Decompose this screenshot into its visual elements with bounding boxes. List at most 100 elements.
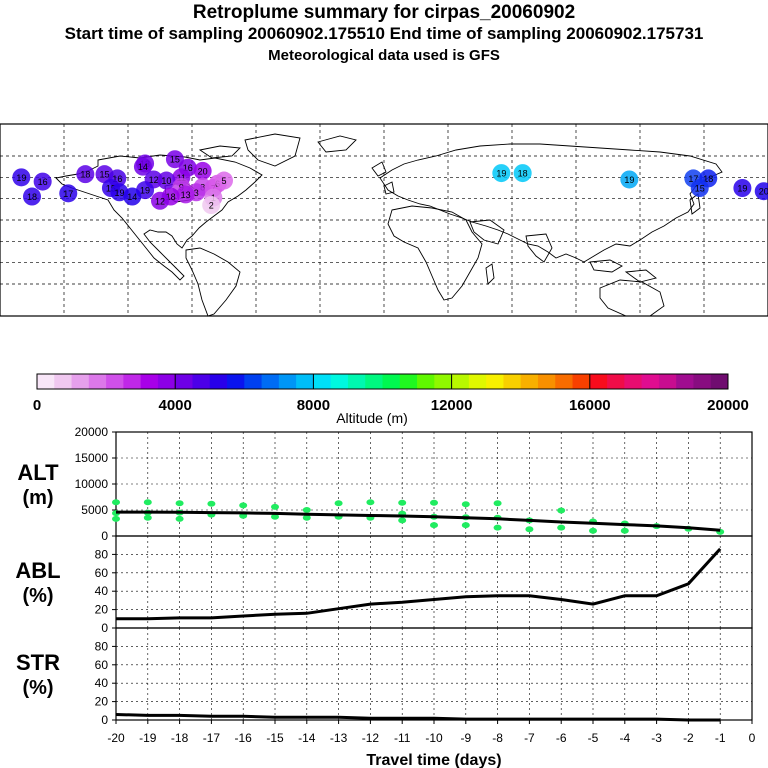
plume-marker-label: 16 [183,163,193,173]
plume-marker-label: 19 [114,188,124,198]
alt-scatter-point [366,499,375,506]
alt-scatter-point [461,501,470,508]
x-tick-label: -16 [235,731,253,745]
abl-ytick-label: 40 [95,584,109,598]
plume-marker-label: 19 [16,173,26,183]
abl-ytick-label: 60 [95,566,109,580]
colorbar-swatch [537,374,556,389]
alt-scatter-point [271,513,279,520]
alt-scatter-point [557,507,566,514]
colorbar-swatch [434,374,453,389]
plume-marker [513,164,532,183]
colorbar-swatch [227,374,245,389]
colorbar-swatch [520,374,539,389]
str-ylabel: STR [16,650,60,675]
plume-marker-label: 18 [80,170,90,180]
colorbar-swatch [555,374,574,389]
world-map: 1516151916191817181314151620111210987653… [0,123,768,317]
colorbar-swatch [88,374,107,389]
colorbar-swatch [313,374,332,389]
alt-scatter-point [112,499,120,506]
str-ytick-label: 80 [95,639,109,653]
colorbar-swatch [572,374,591,389]
alt-scatter-point [557,524,566,531]
str-ytick-label: 0 [101,713,108,727]
plume-marker-label: 12 [149,175,159,185]
colorbar-swatch [607,374,625,389]
colorbar-swatch [71,374,90,389]
plume-marker-label: 2 [209,201,214,211]
plume-marker-label: 10 [161,176,171,186]
plume-marker-label: 14 [138,162,148,172]
alt-scatter-point [430,499,438,506]
colorbar-swatch [365,374,383,389]
alt-scatter-point [207,500,216,507]
plume-marker-label: 18 [166,192,176,202]
x-tick-label: -20 [107,731,125,745]
colorbar-swatch [347,374,366,389]
plume-marker-label: 5 [221,176,226,186]
plume-marker-label: 14 [127,192,137,202]
alt-scatter-point [302,514,311,521]
plume-marker [620,170,639,189]
x-axis-label: Travel time (days) [366,752,501,768]
x-tick-label: -10 [425,731,443,745]
colorbar-swatch [54,374,73,389]
str-ylabel: (%) [22,677,53,699]
alt-ytick-label: 15000 [75,451,109,465]
colorbar-swatch [261,374,280,389]
plume-marker [165,150,184,169]
plume-marker [76,165,95,184]
alt-scatter-point [239,502,248,509]
x-tick-label: -18 [171,731,189,745]
met-data-line: Meteorological data used is GFS [268,47,500,64]
x-tick-label: -19 [139,731,157,745]
colorbar-tick-label: 12000 [431,397,473,414]
plume-marker-label: 15 [695,184,705,194]
x-tick-label: -17 [203,731,221,745]
altitude-colorbar: 0 4000 8000 12000 16000 20000 Altitude (m) [33,373,749,426]
alt-scatter-point [620,527,629,534]
time-series-panels: 05000100001500020000ALT(m)020406080ABL(%… [15,425,755,768]
alt-scatter-point [271,503,279,510]
plume-marker [202,196,221,215]
plume-marker [133,157,152,176]
plume-marker [33,172,52,191]
x-tick-label: -9 [460,731,471,745]
plume-marker [23,187,41,206]
colorbar-swatch [624,374,643,389]
plume-marker [59,184,78,203]
plume-marker-label: 19 [140,186,150,196]
colorbar-swatch [710,374,729,389]
plume-marker-label: 13 [181,190,191,200]
abl-series-line [116,547,722,621]
plume-marker-label: 3 [194,188,199,198]
x-tick-label: -15 [266,731,284,745]
colorbar-swatch [278,374,297,389]
colorbar-swatch [175,374,193,389]
plume-marker [157,171,176,190]
str-ytick-label: 60 [95,658,109,672]
alt-panel: 0 5000 10000 15000 20000 ALT(m) [17,425,753,543]
alt-ylabel: ALT [17,460,59,485]
alt-scatter-point [302,507,311,513]
x-tick-label: -4 [619,731,630,745]
plume-marker-label: 15 [100,170,110,180]
colorbar-swatch [192,374,211,389]
colorbar-swatch [123,374,142,389]
alt-scatter-point [589,527,597,534]
colorbar-swatch [140,374,159,389]
plume-marker [12,168,31,187]
colorbar-swatch [417,374,435,389]
sampling-time-line: Start time of sampling 20060902.175510 E… [64,24,704,43]
plume-marker-label: 18 [518,169,528,179]
abl-ylabel: ABL [15,558,60,583]
colorbar-tick-label: 0 [33,397,41,414]
plume-marker-label: 15 [106,184,116,194]
colorbar-swatch [658,374,677,389]
alt-scatter-point [112,515,120,522]
abl-panel: 0 20 40 60 80 ABL(%) [15,535,753,635]
colorbar-swatch [382,374,401,389]
